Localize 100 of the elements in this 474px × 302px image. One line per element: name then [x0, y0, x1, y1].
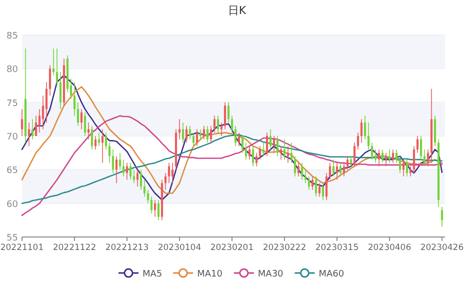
candlestick [353, 142, 356, 167]
candlestick [322, 182, 324, 200]
candlestick [94, 136, 97, 150]
candlestick [370, 142, 374, 160]
candlestick [52, 48, 55, 76]
candlestick [248, 146, 251, 160]
candlestick [283, 138, 286, 160]
candlestick [360, 118, 363, 144]
candlestick [73, 82, 76, 116]
candlestick [364, 115, 366, 140]
candlestick [182, 122, 184, 144]
y-tick-label: 75 [6, 98, 18, 109]
candlestick [297, 162, 300, 177]
candlestick [339, 162, 342, 177]
candlestick [20, 108, 24, 136]
candlestick [269, 128, 272, 150]
candlestick [234, 126, 237, 146]
candlestick [280, 146, 282, 160]
candlestick [192, 132, 195, 146]
candlestick [150, 196, 153, 214]
candlestick [140, 169, 142, 190]
candlestick [423, 149, 426, 167]
candlestick [108, 142, 111, 164]
candlestick [196, 128, 198, 146]
candlestick [213, 115, 216, 134]
candlestick [56, 48, 58, 86]
y-tick-label: 55 [6, 234, 18, 244]
candlestick [238, 132, 240, 146]
candlestick [255, 152, 258, 167]
candlestick [304, 169, 307, 184]
candlestick [48, 64, 52, 96]
candlestick [216, 115, 220, 134]
candlestick [202, 126, 206, 140]
y-tick-label: 85 [6, 32, 18, 42]
candlestick [276, 136, 279, 157]
candlestick [38, 108, 41, 134]
candlestick [210, 126, 212, 144]
candlestick [346, 156, 349, 170]
candlestick [80, 108, 83, 130]
candlestick [266, 132, 268, 157]
candlestick [171, 162, 174, 184]
candlestick [143, 179, 146, 197]
candlestick [157, 200, 160, 221]
candlestick [300, 162, 304, 180]
candlestick [402, 159, 405, 177]
candlestick [378, 149, 380, 167]
candlestick [199, 128, 202, 140]
candlestick [227, 102, 230, 123]
candlestick [314, 176, 318, 197]
candlestick [45, 82, 48, 123]
candlestick [367, 122, 370, 150]
candlestick [126, 162, 128, 180]
candlestick [244, 142, 248, 160]
x-tick-label: 20221101 [0, 243, 44, 253]
candlestick [132, 169, 136, 184]
candlestick [258, 146, 262, 160]
candlestick [34, 115, 38, 136]
x-tick-label: 20230426 [420, 243, 464, 253]
candlestick [342, 162, 346, 177]
y-tick-label: 80 [6, 65, 18, 76]
candlestick [328, 162, 332, 180]
candlestick [188, 126, 192, 140]
x-tick-label: 20221213 [105, 243, 149, 253]
candlestick [426, 149, 430, 167]
candlestick [336, 162, 338, 180]
candlestick [294, 156, 296, 177]
y-tick-label: 65 [6, 166, 18, 176]
candlestick [252, 146, 254, 167]
legend-label: MA60 [318, 270, 344, 280]
x-tick-label: 20230222 [262, 243, 306, 253]
candlestick [224, 102, 226, 130]
candlestick [136, 169, 139, 187]
candlestick [374, 149, 377, 164]
candlestick [440, 206, 444, 228]
candlestick [395, 149, 398, 164]
candlestick [220, 122, 223, 136]
candlestick [384, 152, 388, 167]
candlestick [206, 126, 209, 144]
x-tick-label: 20221122 [52, 243, 96, 253]
y-tick-label: 60 [6, 200, 18, 210]
candlestick [332, 159, 335, 177]
candlestick [164, 172, 167, 190]
candlestick [90, 126, 94, 150]
candlestick [388, 149, 391, 164]
candlestick [350, 156, 352, 167]
legend-label: MA10 [197, 270, 223, 280]
candlestick [416, 136, 419, 154]
candlestick [59, 72, 62, 110]
y-tick-label: 70 [6, 132, 18, 142]
candlestick [28, 122, 30, 146]
candlestick [392, 149, 394, 164]
legend-label: MA30 [258, 270, 284, 280]
candlestick [420, 136, 422, 160]
x-tick-label: 20230104 [158, 243, 202, 253]
legend-label: MA5 [142, 270, 162, 280]
candlestick [76, 102, 80, 126]
candlestick [398, 156, 402, 174]
candlestick [325, 172, 328, 200]
candlestick [434, 115, 436, 146]
candlestick [146, 189, 150, 204]
